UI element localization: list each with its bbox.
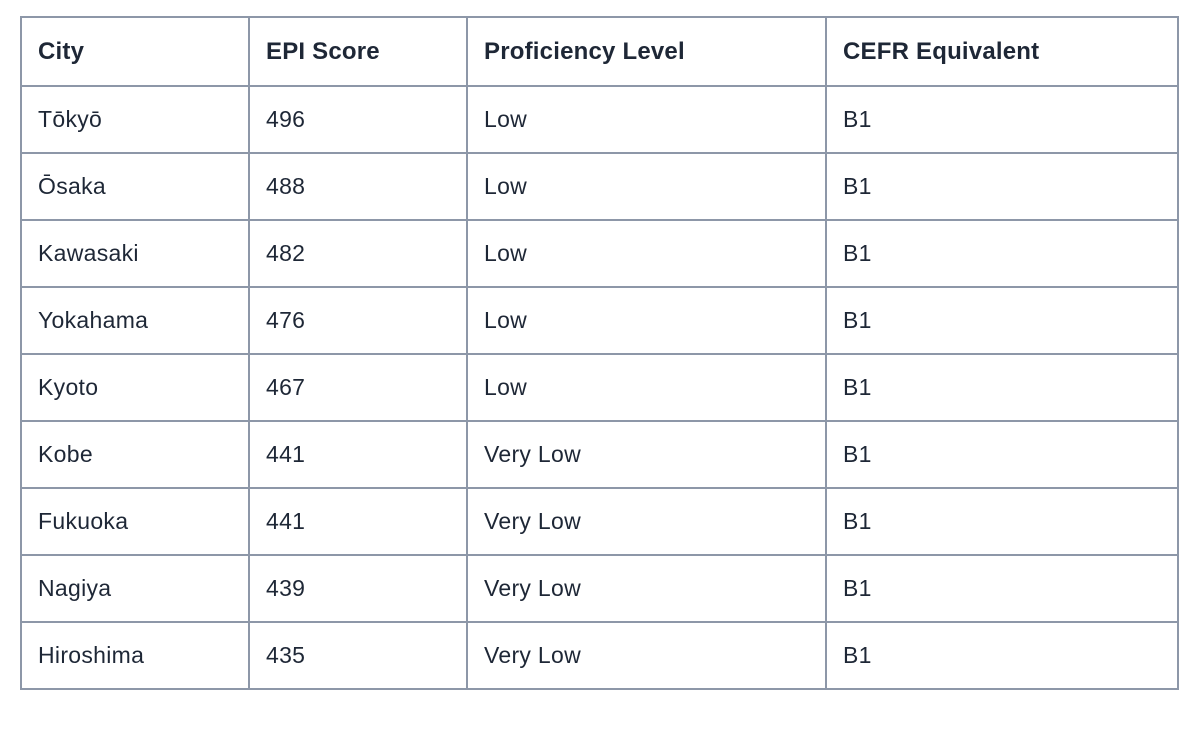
cell-city: Hiroshima (20, 621, 250, 690)
cell-city: Fukuoka (20, 487, 250, 556)
cell-cefr-equivalent: B1 (825, 85, 1179, 154)
cell-city: Tōkyō (20, 85, 250, 154)
column-header-city: City (20, 16, 250, 87)
cell-epi-score: 476 (248, 286, 468, 355)
cell-proficiency-level: Low (466, 353, 827, 422)
table-row: Fukuoka 441 Very Low B1 (20, 487, 1179, 556)
cell-epi-score: 488 (248, 152, 468, 221)
cell-cefr-equivalent: B1 (825, 353, 1179, 422)
cell-cefr-equivalent: B1 (825, 152, 1179, 221)
cell-cefr-equivalent: B1 (825, 420, 1179, 489)
cell-proficiency-level: Very Low (466, 420, 827, 489)
cell-epi-score: 482 (248, 219, 468, 288)
column-header-cefr-equivalent: CEFR Equivalent (825, 16, 1179, 87)
cell-epi-score: 441 (248, 487, 468, 556)
table-row: Yokahama 476 Low B1 (20, 286, 1179, 355)
epi-score-table: City EPI Score Proficiency Level CEFR Eq… (20, 16, 1179, 690)
cell-proficiency-level: Very Low (466, 487, 827, 556)
cell-cefr-equivalent: B1 (825, 554, 1179, 623)
cell-city: Nagiya (20, 554, 250, 623)
table-row: Nagiya 439 Very Low B1 (20, 554, 1179, 623)
cell-cefr-equivalent: B1 (825, 286, 1179, 355)
cell-proficiency-level: Low (466, 286, 827, 355)
cell-city: Kobe (20, 420, 250, 489)
cell-proficiency-level: Very Low (466, 554, 827, 623)
column-header-proficiency-level: Proficiency Level (466, 16, 827, 87)
table-body: Tōkyō 496 Low B1 Ōsaka 488 Low B1 Kawasaki 482 Low… (20, 85, 1179, 690)
cell-cefr-equivalent: B1 (825, 621, 1179, 690)
cell-epi-score: 496 (248, 85, 468, 154)
cell-proficiency-level: Low (466, 219, 827, 288)
cell-city: Ōsaka (20, 152, 250, 221)
cell-city: Yokahama (20, 286, 250, 355)
cell-epi-score: 467 (248, 353, 468, 422)
cell-proficiency-level: Low (466, 85, 827, 154)
table-row: Kobe 441 Very Low B1 (20, 420, 1179, 489)
epi-table-container: City EPI Score Proficiency Level CEFR Eq… (20, 16, 1179, 690)
table-row: Tōkyō 496 Low B1 (20, 85, 1179, 154)
column-header-epi-score: EPI Score (248, 16, 468, 87)
table-row: Kawasaki 482 Low B1 (20, 219, 1179, 288)
cell-proficiency-level: Low (466, 152, 827, 221)
cell-epi-score: 441 (248, 420, 468, 489)
table-row: Ōsaka 488 Low B1 (20, 152, 1179, 221)
cell-epi-score: 439 (248, 554, 468, 623)
cell-cefr-equivalent: B1 (825, 219, 1179, 288)
cell-city: Kawasaki (20, 219, 250, 288)
table-row: Kyoto 467 Low B1 (20, 353, 1179, 422)
cell-city: Kyoto (20, 353, 250, 422)
cell-cefr-equivalent: B1 (825, 487, 1179, 556)
cell-epi-score: 435 (248, 621, 468, 690)
cell-proficiency-level: Very Low (466, 621, 827, 690)
header-row: City EPI Score Proficiency Level CEFR Eq… (20, 16, 1179, 87)
table-row: Hiroshima 435 Very Low B1 (20, 621, 1179, 690)
